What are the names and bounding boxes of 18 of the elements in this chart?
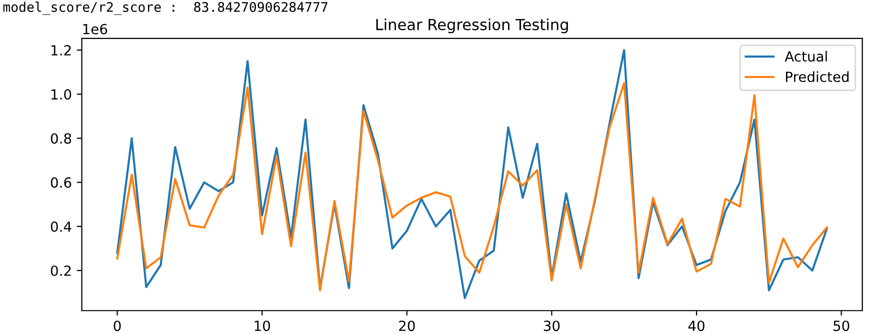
text: model_score/r2_score : 83.84270906284777 [3, 2, 328, 15]
y-tick-label: 0.4 [50, 221, 72, 232]
x-tick-label: 10 [254, 320, 270, 332]
y-tick-label: 0.8 [50, 133, 72, 144]
x-tick-label: 40 [688, 320, 704, 332]
legend-label: Predicted [786, 71, 849, 82]
text: 1e6 [83, 24, 108, 34]
x-tick-label: 0 [114, 320, 121, 332]
chart-title: Linear Regression Testing [376, 18, 568, 34]
y-tick-label: 1.2 [52, 45, 71, 56]
x-tick-label: 30 [544, 320, 560, 332]
legend-label: Actual [784, 50, 827, 62]
y-tick-label: 0.2 [50, 265, 71, 276]
y-tick-label: 1.0 [52, 89, 72, 100]
x-tick-label: 50 [834, 320, 850, 332]
x-tick-label: 20 [399, 320, 415, 332]
line-series [116, 82, 828, 292]
y-tick-label: 0.6 [50, 177, 72, 188]
